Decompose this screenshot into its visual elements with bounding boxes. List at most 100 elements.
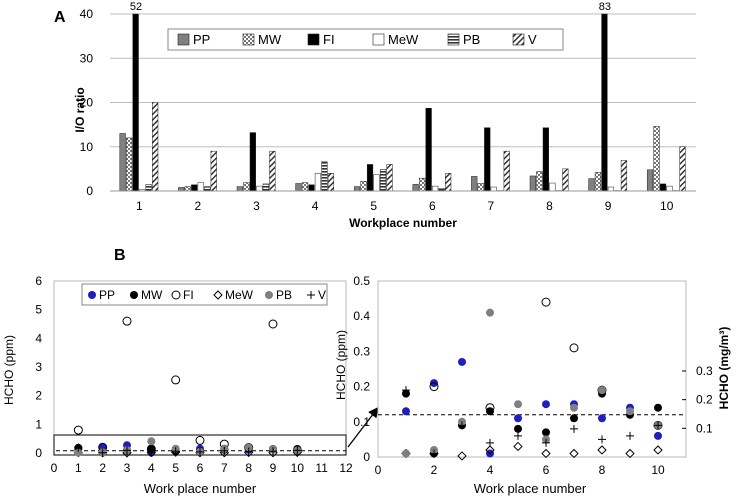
panel-b-x-tick-label: 7 (221, 461, 228, 475)
panel-a-y-tick-label: 10 (80, 140, 94, 154)
zoom-point-mew-3 (457, 451, 467, 461)
panel-b-x-tick-label: 8 (245, 461, 252, 475)
point-v-4 (147, 447, 156, 456)
bar-mew-6 (432, 185, 439, 192)
legend-marker-pp (88, 291, 96, 299)
bar-pp-3 (236, 186, 243, 192)
bar-pp-9 (588, 178, 595, 192)
panel-a-y-tick-label: 0 (86, 184, 93, 198)
bar-fi-4 (308, 184, 315, 192)
panel-b-y-tick-label: 3 (35, 360, 42, 374)
bar-v-6 (445, 173, 452, 192)
zoom-y-label-right: HCHO (mg/m³) (717, 327, 731, 410)
zoom-point-mw-6 (542, 428, 550, 437)
zoom-point-mew-4 (485, 445, 495, 455)
bar-mew-7 (490, 186, 497, 192)
legend-marker-mw (130, 291, 138, 299)
zoom-x-label: Work place number (474, 481, 587, 496)
point-v-6 (196, 447, 204, 456)
zoom-point-fi-2 (429, 382, 439, 392)
bar-v-8 (562, 168, 569, 192)
zoom-point-pp-10 (654, 431, 662, 440)
bar-fi-8 (542, 127, 549, 192)
legend-label-mw: MW (258, 32, 282, 47)
point-pb-4 (147, 437, 156, 446)
panel-a-label: A (54, 9, 66, 26)
panel-b-y-label: HCHO (ppm) (2, 335, 16, 405)
point-v-1 (74, 443, 83, 452)
panel-b-x-tick-label: 3 (124, 461, 131, 475)
zoom-point-mew-8 (597, 445, 607, 455)
zoom-point-v-8 (598, 435, 606, 444)
zoom-x-ticks: 0 2 4 6 8 10 (375, 463, 665, 477)
bar-pp-2 (178, 187, 185, 192)
bar-v-5 (386, 164, 393, 192)
panel-b-x-tick-label: 6 (197, 461, 204, 475)
zoom-y-ticks: 0 0.1 0.2 0.3 0.4 0.5 (353, 274, 370, 464)
panel-a-x-tick-label: 4 (312, 199, 319, 213)
zoom-plot-area (377, 280, 687, 458)
point-fi-3 (122, 316, 132, 326)
bar-pp-6 (412, 184, 419, 192)
bar-pp-10 (646, 169, 654, 192)
zoom-point-pp-8 (598, 414, 606, 423)
legend-label-pp: PP (99, 288, 115, 302)
bar-v-7 (503, 150, 510, 192)
legend-swatch-mw (242, 33, 255, 46)
panel-a-legend-box (167, 28, 564, 51)
bar-mw-9 (594, 172, 602, 192)
bar-mew-8 (549, 182, 556, 192)
panel-b-x-tick-label: 12 (339, 461, 353, 475)
bar-mw-7 (477, 183, 484, 192)
bar-pp-4 (295, 183, 302, 192)
point-fi-6 (195, 435, 205, 445)
panel-b-x-tick-label: 2 (99, 461, 106, 475)
zoom-y-tick-label: 0.3 (353, 344, 370, 358)
legend-label-pb: PB (463, 32, 480, 47)
legend-label-mew: MeW (225, 288, 254, 302)
panel-b-y-tick-label: 0 (35, 446, 42, 460)
zoom-point-v-9 (626, 431, 634, 440)
bar-pb-2 (204, 186, 211, 192)
bar-pb-5 (379, 169, 387, 192)
zoom-point-v-7 (570, 424, 578, 433)
zoom-right-tick-label: 0.2 (696, 393, 713, 407)
panel-a-x-label: Workplace number (349, 216, 457, 230)
panel-a: A 0 10 20 30 40 1 2 3 4 5 6 7 8 9 10 52 83 I/O ratio W… (54, 1, 696, 230)
zoom-arrow (347, 406, 379, 448)
zoom-point-v-6 (542, 438, 550, 447)
zoom-y-tick-label: 0 (363, 450, 370, 464)
point-v-2 (98, 448, 107, 457)
panel-a-gridlines (110, 13, 696, 148)
legend-label-mew: MeW (388, 32, 419, 47)
zoom-point-v-5 (514, 431, 522, 440)
legend-marker-mew (213, 290, 223, 300)
panel-a-annotations: 52 83 (130, 1, 611, 13)
zoom-point-pb-7 (570, 403, 578, 412)
bar-v-4 (327, 173, 335, 192)
legend-marker-fi (171, 290, 181, 300)
bar-mew-3 (256, 185, 263, 192)
panel-a-y-label: I/O ratio (73, 87, 87, 132)
bar-mew-4 (314, 173, 322, 192)
panel-a-legend: PP MW FI MeW PB V (167, 28, 564, 51)
zoom-right-ticks: 0.1 0.2 0.3 (682, 364, 713, 435)
panel-a-y-ticks: 0 10 20 30 40 (80, 7, 94, 198)
bar-mew-9 (607, 186, 615, 192)
zoom-right-tick-label: 0.1 (696, 421, 713, 435)
panel-a-x-tick-label: 6 (429, 199, 436, 213)
zoom-point-pp-5 (514, 414, 522, 423)
panel-a-x-tick-label: 7 (488, 199, 495, 213)
bar-v-2 (210, 150, 217, 192)
zoom-y-label: HCHO (ppm) (334, 330, 348, 400)
bar-v-10 (679, 146, 686, 192)
bar-fi-7 (484, 127, 491, 192)
bar-fi-5 (366, 164, 374, 192)
panel-a-annotation: 83 (599, 1, 611, 13)
panel-a-x-tick-label: 3 (253, 199, 260, 213)
zoom-point-mew-10 (653, 445, 663, 455)
zoom-x-tick-label: 0 (375, 463, 382, 477)
zoom-x-tick-label: 4 (487, 463, 494, 477)
panel-b-y-tick-label: 2 (35, 389, 42, 403)
